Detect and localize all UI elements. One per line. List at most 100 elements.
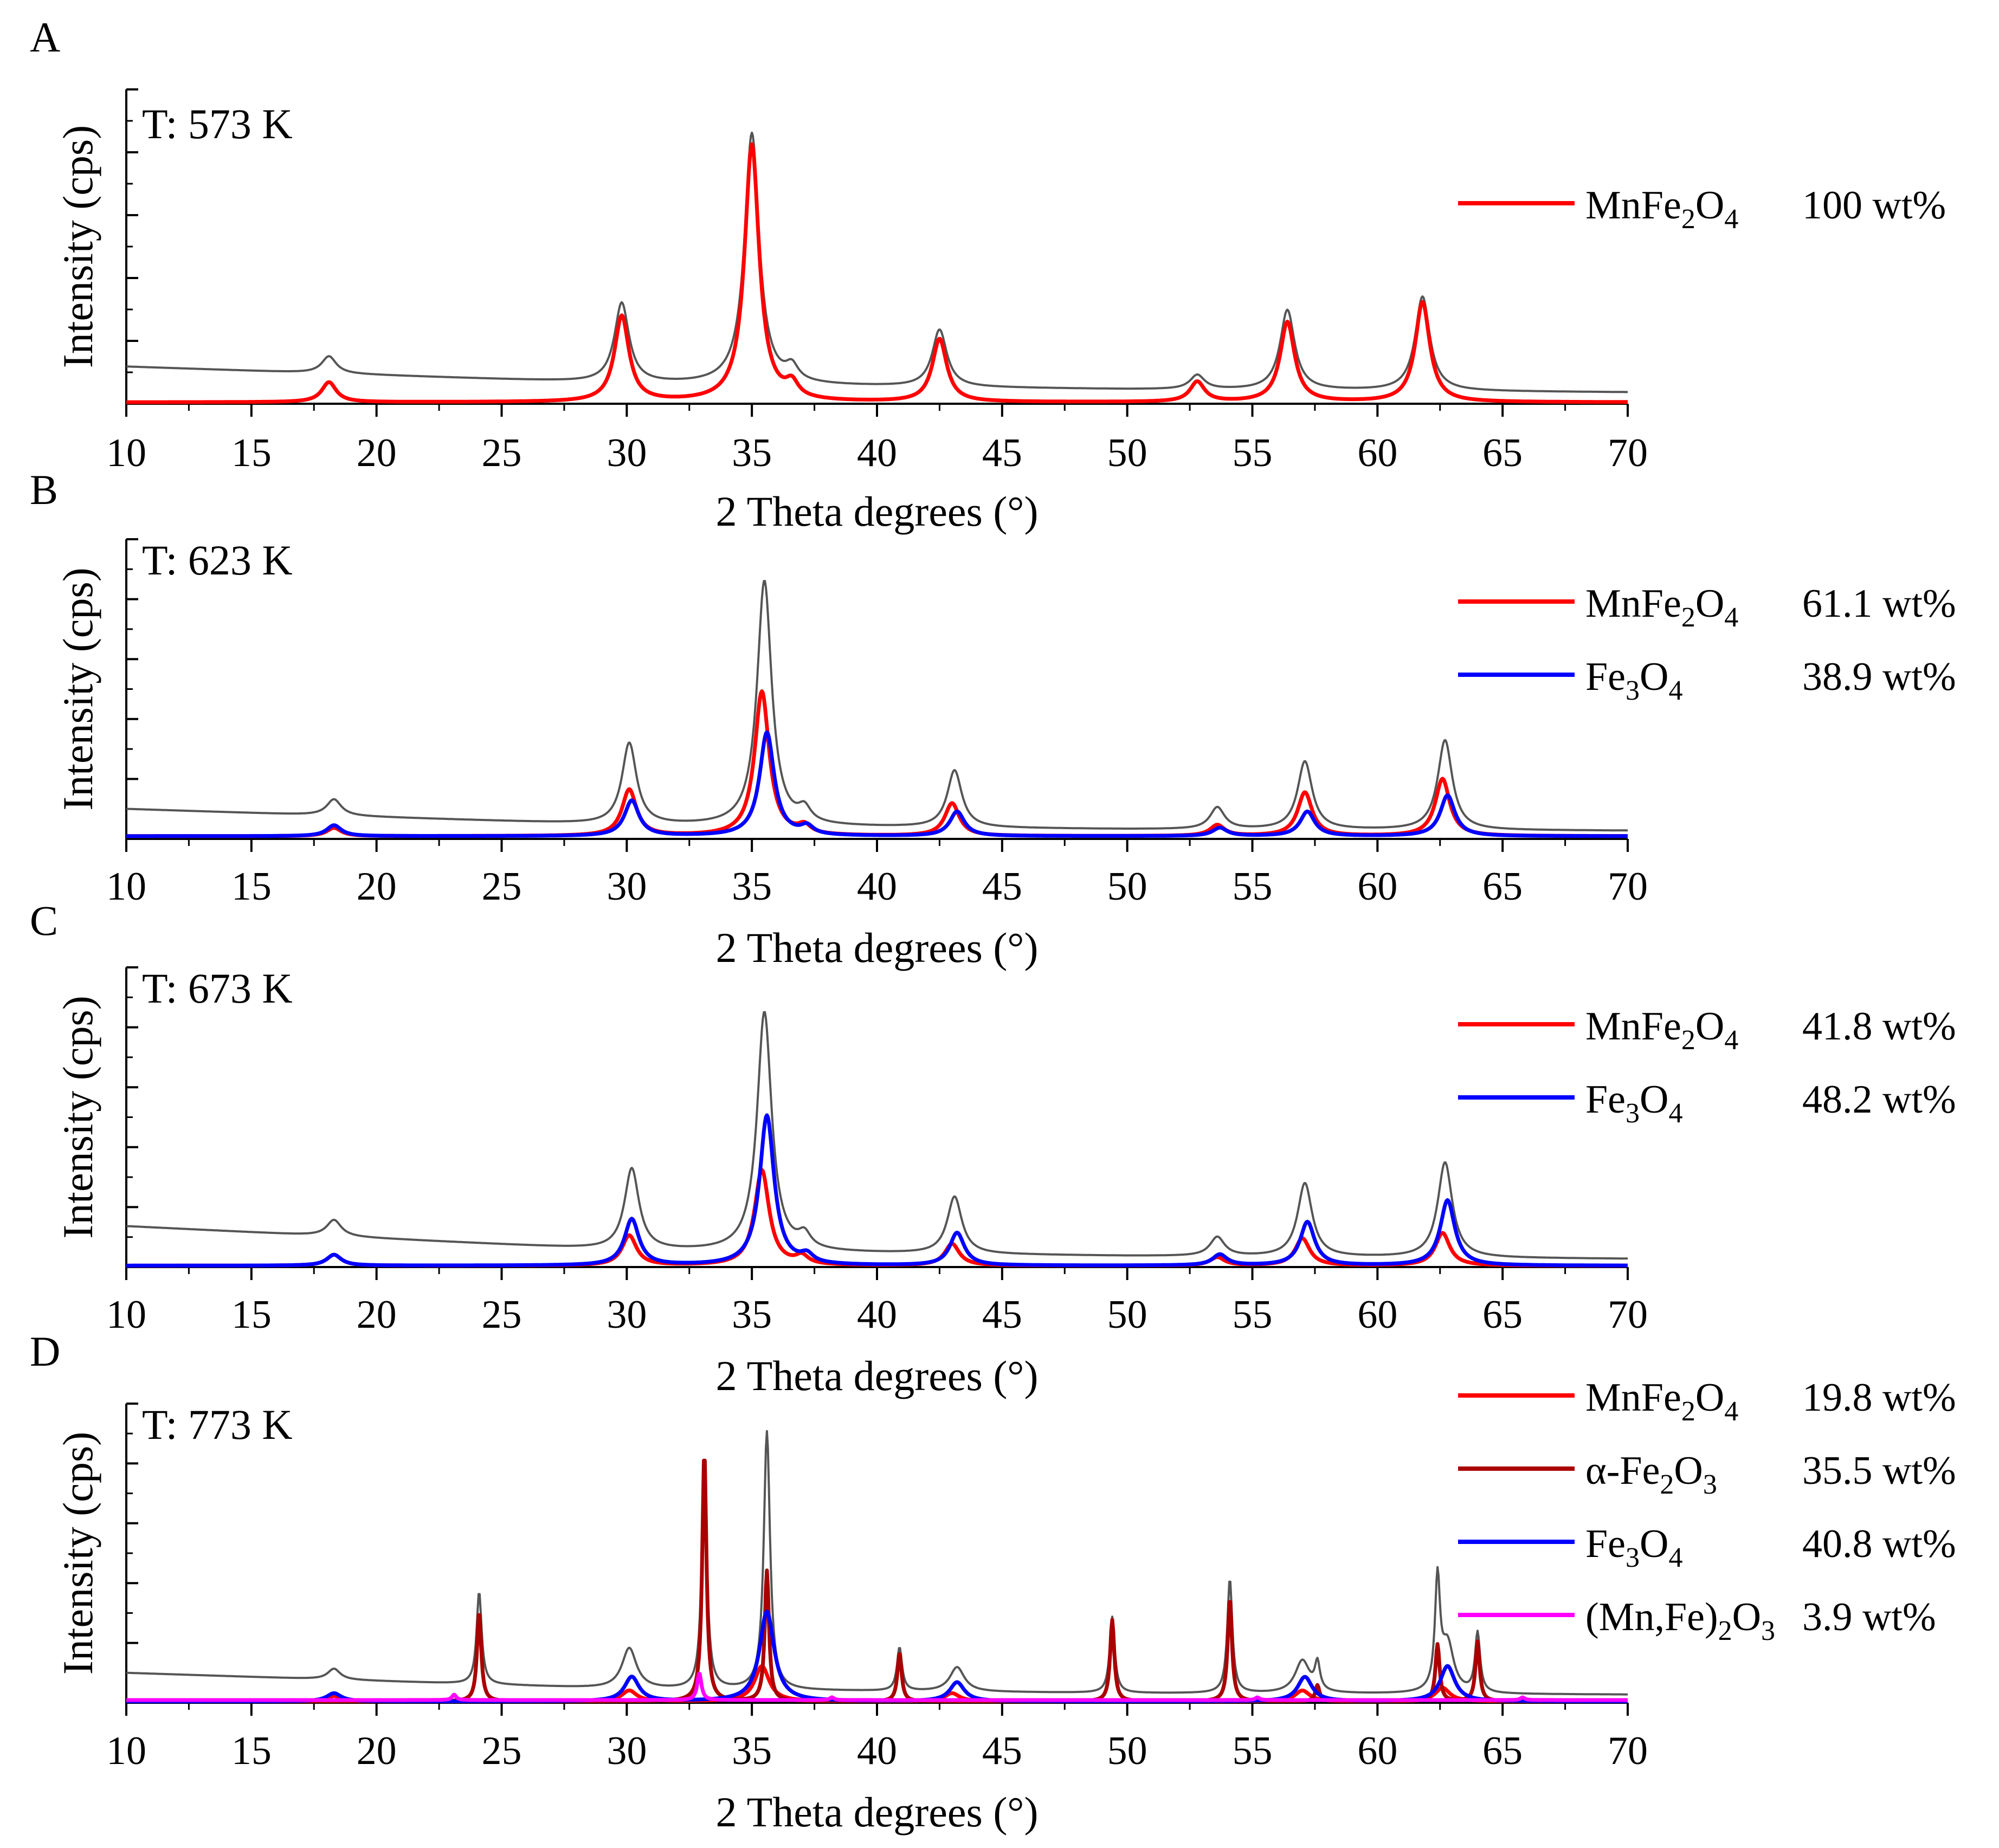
x-tick-label: 50 <box>1107 864 1147 909</box>
x-tick-label: 30 <box>607 431 647 475</box>
legend-subscript: 4 <box>1724 602 1738 633</box>
x-tick-label: 55 <box>1233 864 1273 909</box>
legend-subscript: 3 <box>1703 1469 1717 1500</box>
legend-label: MnFe2O4 <box>1585 183 1738 235</box>
legend-phase: MnFe <box>1585 183 1681 228</box>
legend-phase: MnFe <box>1585 581 1681 626</box>
temperature-label: T: 623 K <box>142 537 293 584</box>
legend-subscript: 4 <box>1724 1025 1738 1056</box>
legend-weight: 61.1 wt% <box>1802 581 1956 626</box>
legend-oxygen: O <box>1674 1449 1703 1493</box>
series-line-fe3o4 <box>125 730 1629 838</box>
legend-weight: 35.5 wt% <box>1802 1449 1956 1493</box>
panel-B: B 10 15 20 25 30 35 40 45 50 55 60 65 70 2 Theta degre… <box>30 466 1956 971</box>
legend-phase: Fe <box>1585 1077 1626 1122</box>
legend-subscript: 2 <box>1681 602 1695 633</box>
legend-oxygen: O <box>1695 581 1724 626</box>
x-tick-label: 25 <box>482 864 522 909</box>
x-tick-label: 45 <box>982 431 1022 475</box>
series-line-mnfe2o4 <box>125 142 1629 404</box>
x-tick-label: 25 <box>482 431 522 475</box>
x-tick-label: 35 <box>732 1729 772 1773</box>
x-tick-label: 50 <box>1107 1729 1147 1773</box>
x-tick-label: 30 <box>607 864 647 909</box>
panel-letter: D <box>30 1328 60 1375</box>
x-tick-label: 20 <box>357 1729 397 1773</box>
x-tick-label: 45 <box>982 864 1022 909</box>
legend-oxygen: O <box>1732 1595 1761 1639</box>
legend-subscript: 2 <box>1681 1396 1695 1427</box>
x-tick-label: 70 <box>1608 1729 1648 1773</box>
legend-entry: Fe3O4 38.9 wt% <box>1458 655 1956 706</box>
x-axis-label: 2 Theta degrees (°) <box>716 1352 1039 1399</box>
legend-weight: 40.8 wt% <box>1802 1522 1956 1566</box>
legend-subscript: 2 <box>1681 1025 1695 1056</box>
legend-weight: 19.8 wt% <box>1802 1375 1956 1420</box>
legend-weight: 48.2 wt% <box>1802 1077 1956 1122</box>
y-axis-label: Intensity (cps) <box>54 567 101 810</box>
x-tick-label: 70 <box>1608 1293 1648 1337</box>
x-tick-label: 50 <box>1107 1293 1147 1337</box>
x-tick-label: 60 <box>1357 1729 1397 1773</box>
panel-letter: B <box>30 466 58 513</box>
legend-subscript: 4 <box>1668 1542 1682 1573</box>
x-tick-label: 35 <box>732 864 772 909</box>
legend-entry: α-Fe2O3 35.5 wt% <box>1458 1449 1956 1500</box>
series-line-measured <box>126 1011 1628 1260</box>
x-tick-label: 55 <box>1233 1729 1273 1773</box>
x-tick-label: 65 <box>1482 864 1523 909</box>
legend-oxygen: O <box>1695 183 1724 228</box>
x-tick-label: 40 <box>857 1729 897 1773</box>
x-tick-label: 40 <box>857 1293 897 1337</box>
x-axis-label: 2 Theta degrees (°) <box>716 924 1039 971</box>
x-tick-label: 70 <box>1608 431 1648 475</box>
x-tick-label: 35 <box>732 1293 772 1337</box>
x-tick-label: 15 <box>231 431 272 475</box>
series-line-measured <box>126 580 1628 832</box>
x-tick-label: 20 <box>357 864 397 909</box>
legend-subscript: 3 <box>1626 1542 1640 1573</box>
legend-subscript: 3 <box>1626 1098 1640 1129</box>
y-axis-label: Intensity (cps) <box>54 125 101 368</box>
legend-label: MnFe2O4 <box>1585 1004 1738 1056</box>
legend-label: Fe3O4 <box>1585 1077 1682 1129</box>
legend-entry: MnFe2O4 19.8 wt% <box>1458 1375 1956 1427</box>
series-line-mnfe2o4 <box>125 689 1629 838</box>
legend-label: (Mn,Fe)2O3 <box>1585 1595 1775 1646</box>
x-axis-label: 2 Theta degrees (°) <box>716 488 1039 535</box>
x-tick-label: 55 <box>1233 431 1273 475</box>
temperature-label: T: 573 K <box>142 100 293 147</box>
legend-entry: (Mn,Fe)2O3 3.9 wt% <box>1458 1595 1936 1646</box>
x-tick-label: 35 <box>732 431 772 475</box>
x-tick-label: 10 <box>106 864 146 909</box>
series-line-fe3o4 <box>125 1610 1629 1703</box>
x-tick-label: 25 <box>482 1729 522 1773</box>
legend-entry: MnFe2O4 41.8 wt% <box>1458 1004 1956 1056</box>
panel-letter: C <box>30 897 58 944</box>
legend-weight: 38.9 wt% <box>1802 655 1956 699</box>
x-tick-label: 60 <box>1357 431 1397 475</box>
series-line-alpha-fe2o3 <box>125 1458 1629 1703</box>
legend-subscript: 3 <box>1626 675 1640 706</box>
x-tick-label: 60 <box>1357 864 1397 909</box>
panel-D: D 10 15 20 25 30 35 40 45 50 55 60 65 70 2 Theta degre… <box>30 1328 1956 1836</box>
legend-label: MnFe2O4 <box>1585 1375 1738 1427</box>
series-line-measured <box>126 131 1628 393</box>
x-tick-label: 10 <box>106 1293 146 1337</box>
legend-entry: Fe3O4 48.2 wt% <box>1458 1077 1956 1129</box>
legend-weight: 41.8 wt% <box>1802 1004 1956 1049</box>
legend-label: α-Fe2O3 <box>1585 1449 1717 1500</box>
legend-oxygen: O <box>1695 1004 1724 1049</box>
legend-subscript: 3 <box>1761 1616 1775 1646</box>
panel-letter: A <box>30 14 60 61</box>
legend-label: Fe3O4 <box>1585 655 1682 706</box>
legend-oxygen: O <box>1640 1522 1668 1566</box>
legend-phase: MnFe <box>1585 1004 1681 1049</box>
x-tick-label: 65 <box>1482 1729 1523 1773</box>
legend-entry: MnFe2O4 100 wt% <box>1458 183 1946 235</box>
y-axis-label: Intensity (cps) <box>54 996 101 1238</box>
y-axis-label: Intensity (cps) <box>54 1432 101 1675</box>
x-tick-label: 65 <box>1482 431 1523 475</box>
x-axis-label: 2 Theta degrees (°) <box>716 1788 1039 1836</box>
x-tick-label: 40 <box>857 864 897 909</box>
